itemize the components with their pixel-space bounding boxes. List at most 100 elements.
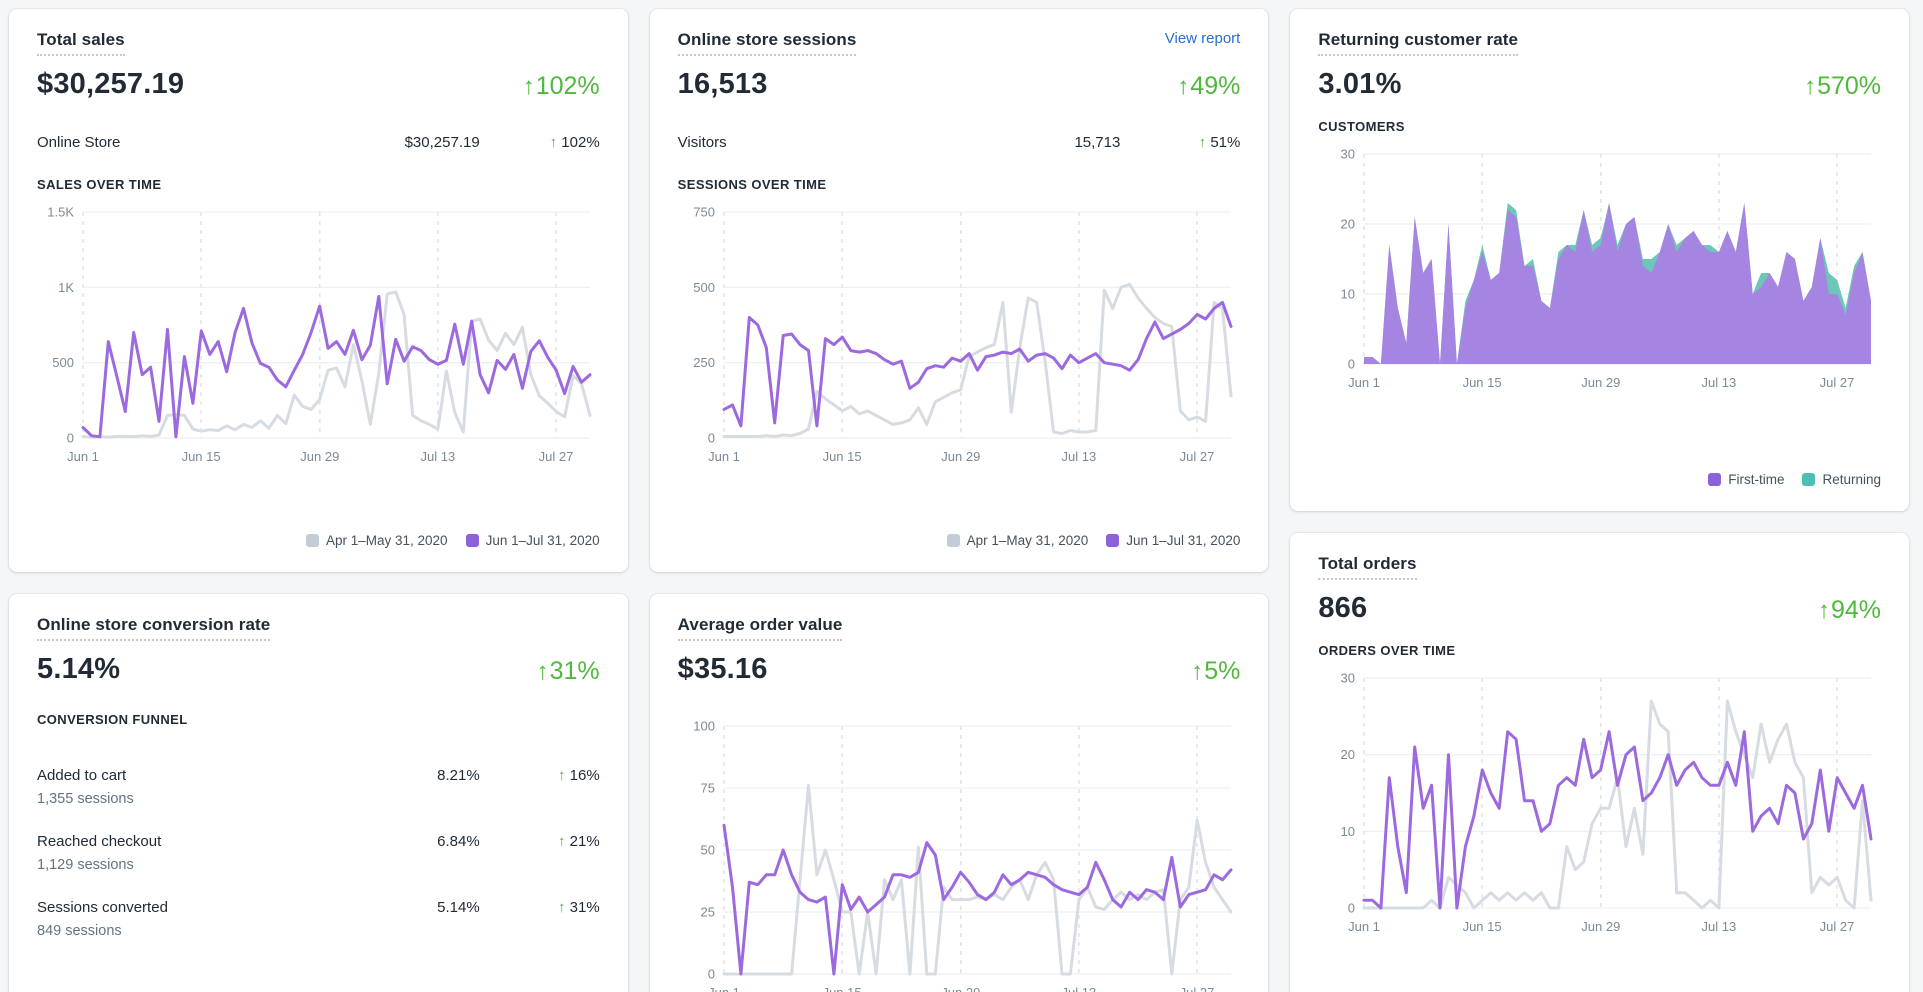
section-header-customers: CUSTOMERS bbox=[1318, 119, 1405, 134]
svg-text:500: 500 bbox=[693, 280, 715, 295]
breakdown-value: $30,257.19 bbox=[404, 134, 480, 151]
total-sales-delta: ↑ 102% bbox=[522, 72, 600, 100]
svg-text:Jun 15: Jun 15 bbox=[1463, 375, 1502, 390]
sessions-delta: ↑ 49% bbox=[1177, 72, 1241, 100]
legend-label: Apr 1–May 31, 2020 bbox=[966, 533, 1089, 548]
svg-text:20: 20 bbox=[1341, 217, 1355, 232]
funnel-delta: ↑ 31% bbox=[557, 899, 600, 916]
legend-label: Returning bbox=[1822, 472, 1882, 487]
card-online-store-sessions: Online store sessions View report 16,513… bbox=[649, 9, 1269, 572]
svg-text:Jul 13: Jul 13 bbox=[1061, 449, 1096, 464]
returning-rate-title[interactable]: Returning customer rate bbox=[1318, 30, 1519, 56]
sessions-title[interactable]: Online store sessions bbox=[677, 30, 857, 56]
svg-text:30: 30 bbox=[1341, 671, 1355, 686]
arrow-up-icon: ↑ bbox=[522, 72, 535, 100]
column-middle: Online store sessions View report 16,513… bbox=[649, 9, 1269, 992]
legend-label: Jun 1–Jul 31, 2020 bbox=[485, 533, 600, 548]
svg-text:750: 750 bbox=[693, 205, 715, 220]
breakdown-delta: ↑ 102% bbox=[549, 134, 600, 151]
funnel-sessions: 1,129 sessions bbox=[37, 857, 134, 873]
card-conversion-rate: Online store conversion rate 5.14% ↑ 31% … bbox=[9, 594, 628, 992]
funnel-value: 8.21% bbox=[437, 767, 480, 784]
arrow-up-icon: ↑ bbox=[1177, 72, 1190, 100]
svg-text:250: 250 bbox=[693, 355, 715, 370]
card-total-sales: Total sales $30,257.19 ↑ 102% Online Stor… bbox=[9, 9, 628, 572]
svg-text:Jun 29: Jun 29 bbox=[300, 449, 339, 464]
breakdown-row-visitors: Visitors 15,713 ↑ 51% bbox=[678, 134, 1241, 151]
average-order-value-chart[interactable]: Jun 1 Jun 15 Jun 29 Jul 13 Jul 27 100 75 50 25 0 bbox=[678, 716, 1241, 992]
conversion-funnel: Added to cart 8.21% ↑ 16% 1,355 sessions… bbox=[37, 741, 600, 939]
svg-text:Jun 1: Jun 1 bbox=[67, 449, 99, 464]
svg-text:500: 500 bbox=[52, 355, 74, 370]
funnel-label: Added to cart bbox=[37, 767, 127, 784]
view-report-link[interactable]: View report bbox=[1164, 30, 1241, 47]
svg-text:Jul 13: Jul 13 bbox=[1061, 985, 1096, 992]
aov-title[interactable]: Average order value bbox=[677, 615, 843, 641]
funnel-label: Reached checkout bbox=[37, 833, 162, 850]
svg-text:Jul 27: Jul 27 bbox=[1820, 375, 1855, 390]
sales-chart-legend: Apr 1–May 31, 2020 Jun 1–Jul 31, 2020 bbox=[37, 533, 600, 548]
svg-text:30: 30 bbox=[1341, 147, 1355, 162]
funnel-row-added-to-cart: Added to cart 8.21% ↑ 16% 1,355 sessions bbox=[37, 767, 600, 807]
section-header-sessions-over-time: SESSIONS OVER TIME bbox=[677, 177, 827, 192]
arrow-up-icon: ↑ bbox=[1817, 596, 1830, 624]
svg-text:Jun 29: Jun 29 bbox=[941, 449, 980, 464]
arrow-up-icon: ↑ bbox=[1191, 657, 1204, 685]
svg-text:1K: 1K bbox=[58, 280, 74, 295]
svg-text:0: 0 bbox=[707, 967, 714, 982]
svg-text:10: 10 bbox=[1341, 287, 1355, 302]
legend-swatch-icon bbox=[305, 534, 319, 547]
section-header-sales-over-time: SALES OVER TIME bbox=[37, 177, 162, 192]
conversion-rate-title[interactable]: Online store conversion rate bbox=[37, 615, 271, 641]
total-sales-title[interactable]: Total sales bbox=[37, 30, 125, 56]
svg-text:Jun 29: Jun 29 bbox=[1582, 919, 1621, 934]
svg-text:1.5K: 1.5K bbox=[47, 205, 74, 220]
legend-label: Apr 1–May 31, 2020 bbox=[325, 533, 448, 548]
aov-value: $35.16 bbox=[677, 653, 768, 685]
legend-swatch-icon bbox=[946, 534, 960, 547]
arrow-up-icon: ↑ bbox=[557, 767, 566, 784]
svg-text:50: 50 bbox=[700, 843, 714, 858]
svg-text:Jun 29: Jun 29 bbox=[1582, 375, 1621, 390]
legend-item: Apr 1–May 31, 2020 bbox=[305, 533, 448, 548]
sessions-chart-legend: Apr 1–May 31, 2020 Jun 1–Jul 31, 2020 bbox=[678, 533, 1240, 548]
conversion-rate-value: 5.14% bbox=[37, 653, 121, 685]
orders-over-time-chart[interactable]: Jun 1 Jun 15 Jun 29 Jul 13 Jul 27 30 20 10 0 bbox=[1318, 668, 1881, 940]
breakdown-row-online-store: Online Store $30,257.19 ↑ 102% bbox=[37, 134, 600, 151]
legend-item: Jun 1–Jul 31, 2020 bbox=[1106, 533, 1240, 548]
dashboard-grid: Total sales $30,257.19 ↑ 102% Online Stor… bbox=[9, 9, 1910, 992]
svg-text:0: 0 bbox=[707, 431, 714, 446]
svg-text:Jul 27: Jul 27 bbox=[1179, 985, 1214, 992]
legend-item: Jun 1–Jul 31, 2020 bbox=[465, 533, 600, 548]
svg-text:Jun 1: Jun 1 bbox=[1348, 375, 1380, 390]
conversion-rate-delta: ↑ 31% bbox=[536, 657, 600, 685]
total-orders-title[interactable]: Total orders bbox=[1318, 554, 1417, 580]
breakdown-label: Online Store bbox=[37, 134, 121, 151]
customers-chart[interactable]: Jun 1 Jun 15 Jun 29 Jul 13 Jul 27 30 20 10 0 bbox=[1318, 144, 1881, 396]
funnel-label: Sessions converted bbox=[37, 899, 168, 916]
sales-over-time-chart[interactable]: Jun 1 Jun 15 Jun 29 Jul 13 Jul 27 1.5K 1K 500 0 bbox=[37, 202, 600, 470]
funnel-row-sessions-converted: Sessions converted 5.14% ↑ 31% 849 sessi… bbox=[37, 899, 600, 939]
svg-text:Jul 13: Jul 13 bbox=[1702, 919, 1737, 934]
section-header-conversion-funnel: CONVERSION FUNNEL bbox=[37, 712, 188, 727]
legend-swatch-icon bbox=[1106, 534, 1120, 547]
arrow-up-icon: ↑ bbox=[1198, 134, 1207, 151]
svg-text:Jul 27: Jul 27 bbox=[539, 449, 574, 464]
svg-text:Jun 15: Jun 15 bbox=[822, 985, 861, 992]
sessions-value: 16,513 bbox=[677, 68, 768, 100]
svg-text:10: 10 bbox=[1341, 824, 1355, 839]
svg-text:Jun 15: Jun 15 bbox=[822, 449, 861, 464]
svg-text:75: 75 bbox=[700, 781, 714, 796]
funnel-delta: ↑ 21% bbox=[557, 833, 600, 850]
funnel-row-reached-checkout: Reached checkout 6.84% ↑ 21% 1,129 sessi… bbox=[37, 833, 600, 873]
sessions-over-time-chart[interactable]: Jun 1 Jun 15 Jun 29 Jul 13 Jul 27 750 500 250 0 bbox=[678, 202, 1241, 470]
svg-text:0: 0 bbox=[1348, 357, 1355, 372]
legend-swatch-icon bbox=[465, 534, 479, 547]
svg-text:Jun 15: Jun 15 bbox=[182, 449, 221, 464]
funnel-value: 6.84% bbox=[437, 833, 480, 850]
svg-text:Jun 15: Jun 15 bbox=[1463, 919, 1502, 934]
legend-item: Apr 1–May 31, 2020 bbox=[946, 533, 1089, 548]
breakdown-delta: ↑ 51% bbox=[1198, 134, 1241, 151]
svg-text:Jul 13: Jul 13 bbox=[1702, 375, 1737, 390]
svg-text:Jun 1: Jun 1 bbox=[1348, 919, 1380, 934]
